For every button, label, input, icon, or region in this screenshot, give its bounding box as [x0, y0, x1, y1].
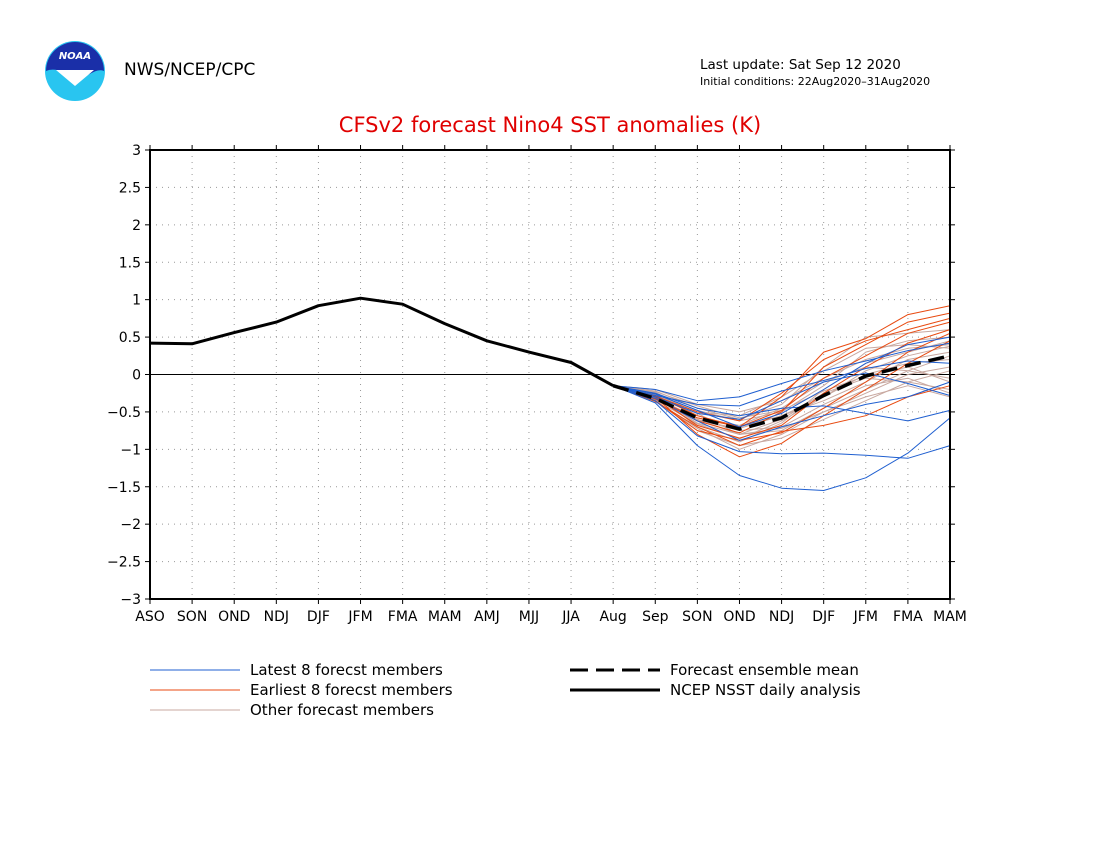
other-member-line: [613, 345, 951, 440]
latest-member-line: [613, 385, 951, 491]
legend-latest-label: Latest 8 forecst members: [250, 661, 443, 679]
x-tick-label: Aug: [599, 609, 626, 625]
ensemble-mean-line: [612, 354, 951, 431]
y-tick-label: −1.5: [107, 480, 141, 496]
analysis-line: [149, 296, 614, 388]
y-tick-label: −3: [120, 592, 141, 608]
x-tick-label: SON: [177, 609, 207, 625]
x-tick-label: MJJ: [519, 609, 539, 625]
legend: Latest 8 forecst members Earliest 8 fore…: [150, 661, 861, 719]
last-update-label: Last update: Sat Sep 12 2020: [700, 57, 901, 73]
y-tick-label: 1: [132, 293, 141, 309]
x-tick-label: OND: [723, 609, 755, 625]
x-tick-label: FMA: [893, 609, 923, 625]
noaa-logo: NOAA: [45, 41, 105, 101]
y-tick-label: 2: [132, 218, 141, 234]
initial-conditions-label: Initial conditions: 22Aug2020–31Aug2020: [700, 75, 931, 88]
x-tick-label: MAM: [933, 609, 967, 625]
members-layer: [613, 305, 951, 491]
x-tick-label: JJA: [561, 609, 580, 625]
y-tick-label: 1.5: [119, 255, 141, 271]
y-tick-label: 2.5: [119, 180, 141, 196]
earliest-member-line: [613, 385, 951, 447]
y-tick-label: 0.5: [119, 330, 141, 346]
latest-member-line: [613, 360, 951, 407]
x-tick-label: AMJ: [474, 609, 500, 625]
legend-earliest-label: Earliest 8 forecst members: [250, 681, 453, 699]
x-tick-label: DJF: [812, 609, 835, 625]
x-tick-label: SON: [682, 609, 712, 625]
earliest-member-line: [613, 317, 951, 422]
y-tick-label: −2: [120, 517, 141, 533]
legend-other-label: Other forecast members: [250, 701, 434, 719]
earliest-member-line: [613, 332, 951, 441]
x-tick-label: ASO: [135, 609, 164, 625]
x-tick-label: MAM: [428, 609, 462, 625]
y-tick-label: 3: [132, 143, 141, 159]
latest-member-line: [613, 342, 951, 402]
org-label: NWS/NCEP/CPC: [124, 60, 256, 80]
x-tick-label: JFM: [853, 609, 878, 625]
x-tick-label: Sep: [642, 609, 669, 625]
y-tick-label: 0: [132, 368, 141, 384]
y-tick-label: −2.5: [107, 555, 141, 571]
latest-member-line: [613, 336, 951, 428]
main-lines-layer: [149, 296, 951, 431]
x-tick-label: NDJ: [264, 609, 289, 625]
latest-member-line: [613, 372, 951, 420]
x-tick-label: DJF: [307, 609, 330, 625]
chart-title: CFSv2 forecast Nino4 SST anomalies (K): [338, 113, 762, 137]
x-tick-label: NDJ: [769, 609, 794, 625]
y-tick-label: −1: [120, 442, 141, 458]
x-tick-label: OND: [218, 609, 250, 625]
latest-member-line: [613, 385, 951, 459]
x-tick-label: FMA: [388, 609, 418, 625]
legend-analysis-label: NCEP NSST daily analysis: [670, 681, 861, 699]
x-tick-label: JFM: [347, 609, 372, 625]
legend-mean-label: Forecast ensemble mean: [670, 661, 859, 679]
noaa-logo-text: NOAA: [59, 51, 91, 62]
y-tick-label: −0.5: [107, 405, 141, 421]
